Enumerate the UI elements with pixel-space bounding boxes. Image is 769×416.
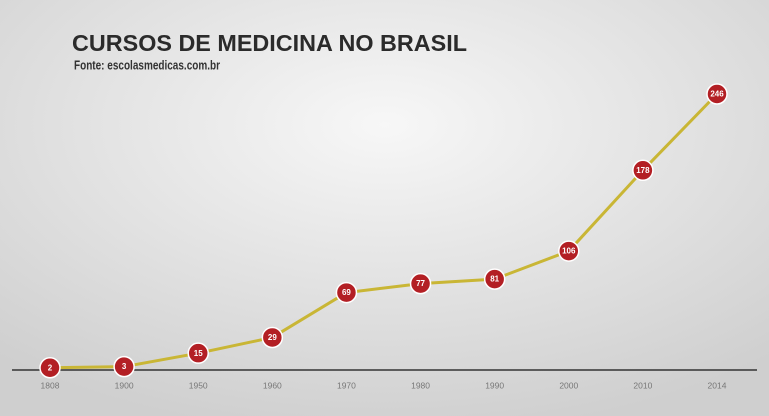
x-tick-label: 1980 xyxy=(411,380,430,390)
x-tick-label: 2014 xyxy=(708,380,727,390)
x-tick-label: 2000 xyxy=(559,380,578,390)
data-label: 81 xyxy=(490,275,499,284)
x-tick-label: 1960 xyxy=(263,380,282,390)
data-label: 106 xyxy=(562,247,576,256)
chart-subtitle: Fonte: escolasmedicas.com.br xyxy=(74,57,220,72)
data-point xyxy=(113,355,135,378)
data-point xyxy=(187,342,209,364)
x-tick-label: 1970 xyxy=(337,380,356,390)
data-label: 15 xyxy=(194,349,203,358)
data-label: 69 xyxy=(342,288,351,297)
data-point xyxy=(558,240,580,262)
x-tick-label: 1990 xyxy=(485,380,504,390)
x-tick-label: 1808 xyxy=(41,380,60,390)
data-label: 178 xyxy=(636,166,650,175)
data-label: 29 xyxy=(268,333,277,342)
data-label: 3 xyxy=(122,362,127,371)
x-tick-label: 1950 xyxy=(189,380,208,390)
data-line xyxy=(49,92,719,370)
data-label: 246 xyxy=(710,90,724,99)
x-tick-label: 2010 xyxy=(633,380,652,390)
x-tick-label: 1900 xyxy=(115,380,134,390)
data-point xyxy=(706,83,728,105)
data-label: 2 xyxy=(48,363,53,372)
data-point xyxy=(409,272,432,295)
data-point xyxy=(483,268,506,290)
data-point xyxy=(261,326,284,349)
data-label: 77 xyxy=(416,279,425,288)
data-point xyxy=(39,357,61,379)
data-point xyxy=(335,281,358,304)
data-point xyxy=(632,159,654,182)
chart-title: CURSOS DE MEDICINA NO BRASIL xyxy=(72,30,467,56)
